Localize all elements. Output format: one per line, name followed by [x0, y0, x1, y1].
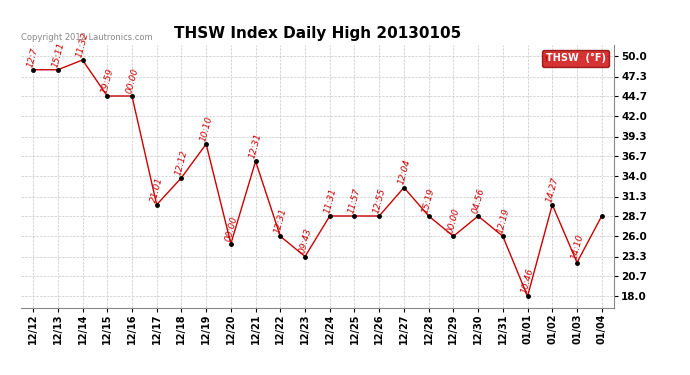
Text: 00:00: 00:00: [224, 215, 239, 242]
Text: 12:12: 12:12: [174, 149, 189, 176]
Text: 15:19: 15:19: [421, 187, 437, 214]
Text: 00:00: 00:00: [124, 67, 140, 94]
Text: Copyright 2012 Lautronics.com: Copyright 2012 Lautronics.com: [21, 33, 152, 42]
Text: 11:57: 11:57: [347, 187, 362, 214]
Text: 21:01: 21:01: [149, 176, 165, 203]
Text: 14:10: 14:10: [569, 234, 585, 261]
Text: 12:31: 12:31: [248, 132, 264, 160]
Text: 12:31: 12:31: [273, 207, 288, 235]
Legend: THSW  (°F): THSW (°F): [542, 50, 609, 67]
Text: 19:59: 19:59: [100, 67, 115, 94]
Text: 14:27: 14:27: [545, 176, 560, 203]
Text: 10:10: 10:10: [199, 115, 214, 142]
Text: 15:11: 15:11: [50, 41, 66, 68]
Text: 10:46: 10:46: [520, 267, 535, 295]
Text: 11:32: 11:32: [75, 31, 90, 58]
Text: 12:7: 12:7: [26, 46, 39, 68]
Text: 12:04: 12:04: [397, 159, 412, 186]
Text: 11:31: 11:31: [322, 187, 337, 214]
Text: 04:56: 04:56: [471, 187, 486, 214]
Text: 00:00: 00:00: [446, 207, 462, 235]
Text: 12:19: 12:19: [495, 207, 511, 235]
Text: 09:43: 09:43: [297, 228, 313, 255]
Text: 12:55: 12:55: [372, 187, 387, 214]
Title: THSW Index Daily High 20130105: THSW Index Daily High 20130105: [174, 26, 461, 41]
